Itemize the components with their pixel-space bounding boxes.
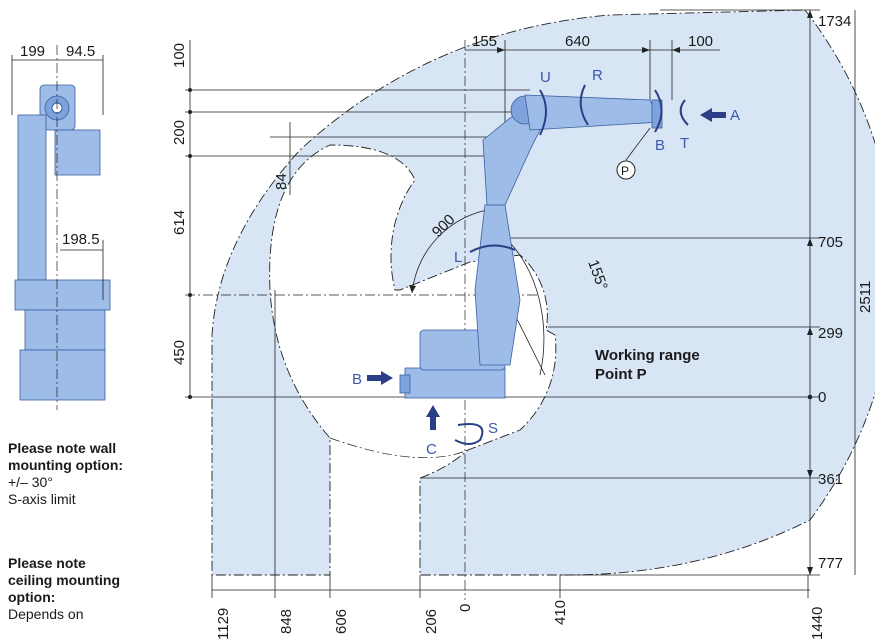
- bottom-dim-848: 848: [278, 609, 295, 634]
- top-dim-640: 640: [565, 33, 590, 50]
- axis-a-label: A: [730, 107, 740, 124]
- right-dim-299: 299: [818, 325, 843, 342]
- ceiling-mount-text: Depends on: [8, 606, 84, 622]
- axis-b-wrist-label: B: [655, 137, 665, 154]
- working-range-area: [211, 9, 875, 576]
- right-dim-0: 0: [818, 389, 826, 406]
- side-dim-198-5: 198.5: [62, 231, 100, 248]
- t-rotation: [679, 99, 689, 126]
- left-dim-450: 450: [171, 340, 188, 365]
- rotation-arcs: [454, 84, 689, 445]
- u-rotation: [539, 89, 547, 136]
- side-dim-94-5: 94.5: [66, 43, 95, 60]
- arrow-a: [700, 108, 726, 122]
- top-dim-155: 155: [472, 33, 497, 50]
- axis-l-label: L: [454, 249, 462, 266]
- left-dim-84: 84: [273, 173, 290, 190]
- radius-arrow-1: [409, 285, 416, 293]
- point-p-leader: [625, 127, 651, 161]
- point-p-circle: [616, 160, 636, 180]
- left-dim-100: 100: [171, 43, 188, 68]
- left-dim-614: 614: [171, 210, 188, 235]
- right-dim-2511: 2511: [857, 281, 874, 313]
- inner-boundary: [329, 437, 469, 459]
- right-dim-777: 777: [818, 555, 843, 572]
- wall-mount-title: Please note wall mounting option:: [8, 440, 124, 473]
- point-p-label: P: [621, 164, 629, 178]
- robot-main-view: [399, 94, 663, 399]
- working-range-subtitle: Point P: [595, 366, 647, 383]
- wall-mount-value: +/– 30°: [8, 474, 53, 490]
- axis-r-label: R: [592, 67, 603, 84]
- right-dim-1734: 1734: [818, 13, 851, 30]
- ceiling-mount-title: Please note ceiling mounting option:: [8, 555, 120, 605]
- bottom-dim-1440: 1440: [809, 607, 826, 640]
- axis-s-label: S: [488, 420, 498, 437]
- axis-u-label: U: [540, 69, 551, 86]
- b-rotation: [654, 89, 663, 133]
- working-range-title: Working range: [595, 347, 700, 364]
- axis-b-base-label: B: [352, 371, 362, 388]
- bottom-dim-206: 206: [423, 609, 440, 634]
- bottom-dim-1129: 1129: [215, 608, 232, 640]
- bottom-dim-ext: [211, 290, 809, 598]
- r-rotation: [579, 84, 589, 126]
- right-dim-705: 705: [818, 234, 843, 251]
- wall-mount-text: S-axis limit: [8, 491, 76, 507]
- top-dim-100: 100: [688, 33, 713, 50]
- l-rotation: [469, 244, 516, 253]
- bottom-dim-410: 410: [552, 600, 569, 625]
- top-dim-ticks: [497, 47, 680, 53]
- right-dim-361: 361: [818, 471, 843, 488]
- robot-side-view: [14, 84, 111, 401]
- angle-155-arc: [504, 237, 545, 376]
- axis-arrows: [367, 108, 726, 430]
- axis-t-label: T: [680, 135, 689, 152]
- side-dim-199: 199: [20, 43, 45, 60]
- s-rotation: [454, 423, 484, 445]
- wall-mount-note: Please note wall mounting option: +/– 30…: [8, 440, 128, 508]
- left-dim-ticks: [188, 88, 192, 399]
- axis-c-label: C: [426, 441, 437, 458]
- arrow-b-base: [367, 371, 393, 385]
- bottom-dim-606: 606: [333, 609, 350, 634]
- left-dim-200: 200: [171, 120, 188, 145]
- ceiling-mount-note: Please note ceiling mounting option: Dep…: [8, 555, 128, 623]
- right-dim-ticks: [807, 10, 813, 575]
- arrow-c: [426, 405, 440, 430]
- bottom-dim-0: 0: [457, 604, 474, 612]
